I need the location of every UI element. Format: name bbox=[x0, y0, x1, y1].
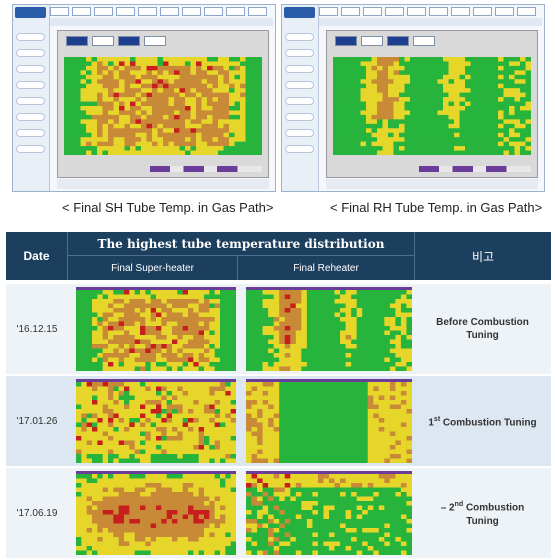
sidebar-button bbox=[285, 65, 314, 73]
sh-heatmap-thumbnail bbox=[76, 379, 236, 463]
sidebar-button bbox=[16, 65, 45, 73]
row-date: '16.12.15 bbox=[16, 323, 58, 335]
screenshot-toolbar bbox=[319, 7, 542, 16]
screenshot-sidebar bbox=[282, 5, 319, 191]
screenshot-subbar bbox=[50, 18, 273, 26]
screenshot-toolbar bbox=[50, 7, 273, 16]
sidebar-button bbox=[16, 97, 45, 105]
rh-caption: < Final RH Tube Temp. in Gas Path> bbox=[330, 200, 543, 215]
sidebar-button bbox=[16, 33, 45, 41]
sidebar-button bbox=[16, 113, 45, 121]
sidebar-button bbox=[16, 129, 45, 137]
sidebar-button bbox=[285, 129, 314, 137]
rh-heatmap-thumbnail bbox=[246, 379, 412, 463]
header-remark: 비고 bbox=[414, 232, 551, 280]
rh-heatmap-panel bbox=[326, 30, 538, 178]
sidebar-button bbox=[16, 145, 45, 153]
screenshot-footer bbox=[326, 179, 538, 189]
rh-screenshot bbox=[281, 4, 545, 192]
header-date: Date bbox=[6, 232, 68, 280]
sidebar-button bbox=[285, 113, 314, 121]
screenshot-sidebar bbox=[13, 5, 50, 191]
sidebar-button bbox=[285, 145, 314, 153]
sh-screenshot bbox=[12, 4, 276, 192]
table-row: '17.06.19 – 2nd Combustion Tuning bbox=[6, 468, 551, 558]
heatmap-legend bbox=[419, 166, 531, 172]
screenshot-subbar bbox=[319, 18, 542, 26]
table-row: '17.01.26 1st Combustion Tuning bbox=[6, 376, 551, 466]
screenshot-footer bbox=[57, 179, 269, 189]
header-reheater: Final Reheater bbox=[238, 256, 414, 280]
comparison-table: Date The highest tube temperature distri… bbox=[6, 232, 551, 558]
rh-heatmap-thumbnail bbox=[246, 471, 412, 555]
header-title: The highest tube temperature distributio… bbox=[68, 232, 414, 256]
row-date: '17.06.19 bbox=[16, 507, 58, 519]
rh-heatmap-thumbnail bbox=[246, 287, 412, 371]
sidebar-button bbox=[285, 81, 314, 89]
row-remark: – 2nd Combustion Tuning bbox=[440, 501, 525, 527]
sh-heatmap-thumbnail bbox=[76, 471, 236, 555]
app-logo bbox=[284, 7, 315, 18]
row-remark: Before Combustion Tuning bbox=[436, 317, 529, 341]
sh-heatmap-thumbnail bbox=[76, 287, 236, 371]
sidebar-button bbox=[285, 33, 314, 41]
sidebar-button bbox=[16, 49, 45, 57]
sidebar-button bbox=[16, 81, 45, 89]
app-logo bbox=[15, 7, 46, 18]
sh-heatmap bbox=[64, 57, 262, 155]
sh-caption: < Final SH Tube Temp. in Gas Path> bbox=[62, 200, 274, 215]
rh-heatmap bbox=[333, 57, 531, 155]
table-row: '16.12.15 Before Combustion Tuning bbox=[6, 284, 551, 374]
header-superheater: Final Super-heater bbox=[68, 256, 238, 280]
sh-heatmap-panel bbox=[57, 30, 269, 178]
row-date: '17.01.26 bbox=[16, 415, 58, 427]
sidebar-button bbox=[285, 97, 314, 105]
sidebar-button bbox=[285, 49, 314, 57]
heatmap-legend bbox=[150, 166, 262, 172]
row-remark: 1st Combustion Tuning bbox=[428, 415, 537, 429]
